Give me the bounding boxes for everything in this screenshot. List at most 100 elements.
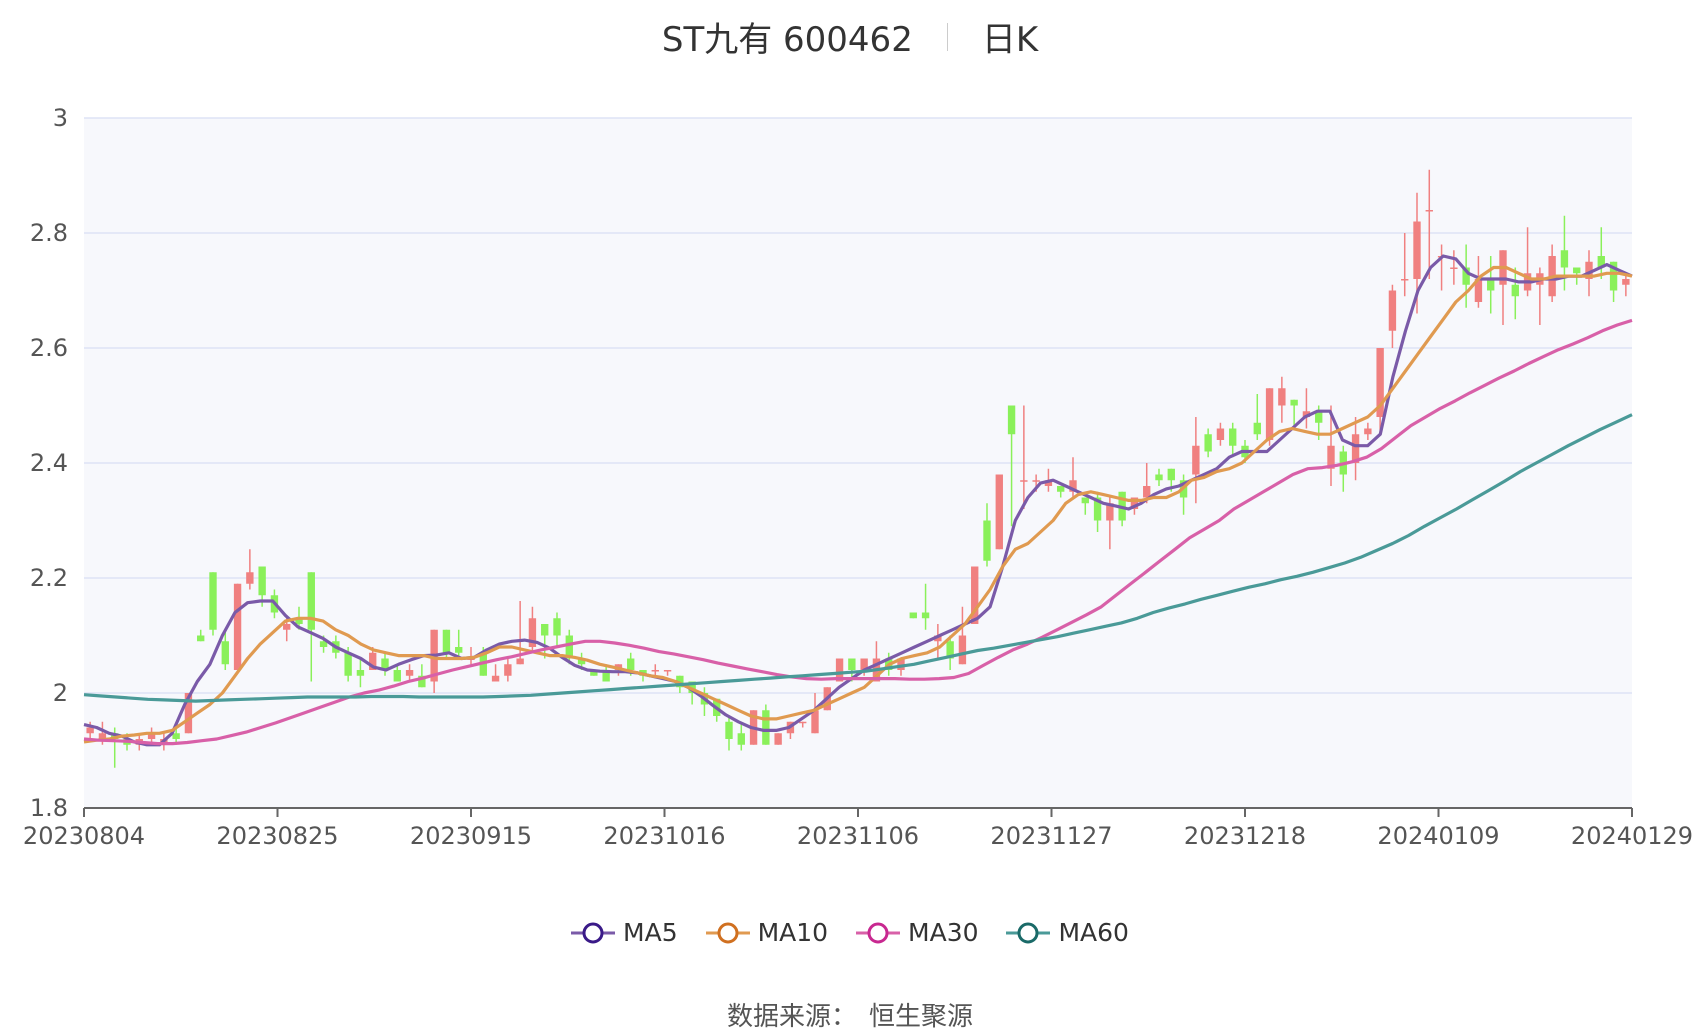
x-tick-label: 20230915 — [410, 822, 532, 850]
ma-line-ma10 — [83, 265, 1633, 744]
candle-body — [1487, 279, 1495, 291]
candle-body — [1609, 261, 1618, 291]
candle-body — [1216, 428, 1225, 440]
legend-marker-ma10 — [705, 922, 750, 943]
candle-body — [1020, 480, 1028, 482]
candle-body — [1425, 210, 1433, 212]
candle-body — [1474, 279, 1483, 302]
candle-body — [246, 572, 254, 584]
candle-body — [418, 675, 426, 688]
source-label: 数据来源： — [726, 1002, 857, 1032]
candle-body — [1155, 474, 1163, 481]
candle-body — [971, 566, 979, 624]
candle-body — [577, 658, 586, 665]
candle-body — [86, 727, 94, 734]
candle-body — [491, 675, 500, 682]
title-separator — [946, 22, 948, 51]
x-tick-label: 20231106 — [797, 822, 919, 850]
x-tick-label: 20230804 — [23, 822, 145, 850]
candle-body — [1388, 290, 1397, 331]
candle-body — [221, 641, 229, 665]
candle-body — [1106, 503, 1114, 521]
chart-title: ST九有 600462 日K — [0, 12, 1700, 61]
candle-body — [1143, 486, 1151, 498]
legend-item-ma30[interactable]: MA30 — [856, 918, 979, 947]
candle-body — [1364, 428, 1372, 435]
candle-body — [811, 710, 819, 734]
candle-body — [1351, 434, 1360, 463]
y-tick-label: 2.6 — [30, 334, 68, 362]
candle-body — [1290, 399, 1298, 406]
candle-body — [663, 670, 672, 672]
y-tick-label: 2.4 — [30, 449, 68, 477]
candle-body — [1597, 256, 1605, 268]
candle-body — [197, 635, 205, 642]
candle-body — [233, 583, 242, 670]
candle-body — [1081, 497, 1089, 504]
candle-body — [860, 658, 868, 670]
legend-marker-ma30 — [856, 922, 901, 943]
candle-body — [774, 733, 782, 745]
candle-body — [455, 647, 463, 653]
legend-label-ma5: MA5 — [623, 918, 678, 947]
candle-body — [602, 670, 610, 682]
candle-body — [1167, 468, 1175, 481]
candle-body — [848, 658, 856, 670]
candle-body — [344, 652, 352, 676]
legend-label-ma60: MA60 — [1058, 918, 1129, 947]
candle-body — [590, 670, 598, 676]
legend-item-ma60[interactable]: MA60 — [1006, 918, 1129, 947]
candle-body — [921, 612, 930, 619]
candle-body — [1573, 267, 1581, 274]
candle-body — [627, 658, 635, 670]
candle-body — [1511, 284, 1519, 297]
candle-body — [725, 721, 733, 739]
candle-body — [737, 733, 745, 745]
candle-body — [553, 618, 561, 636]
candle-body — [762, 710, 770, 745]
candle-body — [835, 658, 844, 682]
candle-body — [1585, 261, 1593, 279]
candle-body — [442, 629, 451, 653]
candle-body — [516, 658, 524, 665]
candle-body — [651, 670, 659, 672]
candle-body — [983, 520, 991, 561]
candle-body — [1560, 250, 1569, 268]
legend-item-ma5[interactable]: MA5 — [571, 918, 678, 947]
candle-body — [504, 664, 512, 676]
y-tick-label: 2.2 — [30, 564, 68, 592]
candle-body — [1450, 267, 1458, 269]
candle-body — [356, 670, 365, 676]
candle-body — [184, 693, 193, 734]
candle-body — [1327, 445, 1335, 469]
candle-body — [98, 733, 107, 739]
candle-body — [1229, 428, 1237, 446]
candle-body — [1093, 497, 1102, 521]
legend-item-ma10[interactable]: MA10 — [705, 918, 828, 947]
candle-body — [1057, 486, 1065, 492]
candle-body — [1265, 388, 1274, 440]
candle-body — [1622, 279, 1630, 285]
candle-body — [1130, 497, 1139, 509]
candle-body — [369, 652, 377, 670]
candle-body — [799, 721, 807, 724]
candle-body — [1302, 411, 1311, 417]
candle-body — [319, 641, 328, 647]
candle-body — [958, 635, 967, 665]
candle-body — [909, 612, 917, 619]
candle-body — [897, 658, 905, 670]
x-tick-label: 20230825 — [216, 822, 338, 850]
candle-body — [1204, 434, 1212, 452]
period-label: 日K — [981, 20, 1039, 60]
candle-body — [565, 635, 573, 659]
x-tick-label: 20231218 — [1184, 822, 1306, 850]
candle-body — [307, 572, 315, 630]
candle-body — [1315, 411, 1323, 423]
candle-body — [676, 675, 684, 688]
candle-body — [381, 658, 389, 670]
candle-body — [393, 670, 401, 682]
ma-line-ma30 — [83, 318, 1633, 746]
x-tick-label: 20240109 — [1377, 822, 1499, 850]
candle-body — [1278, 388, 1286, 406]
y-tick-label: 2.8 — [30, 219, 68, 247]
